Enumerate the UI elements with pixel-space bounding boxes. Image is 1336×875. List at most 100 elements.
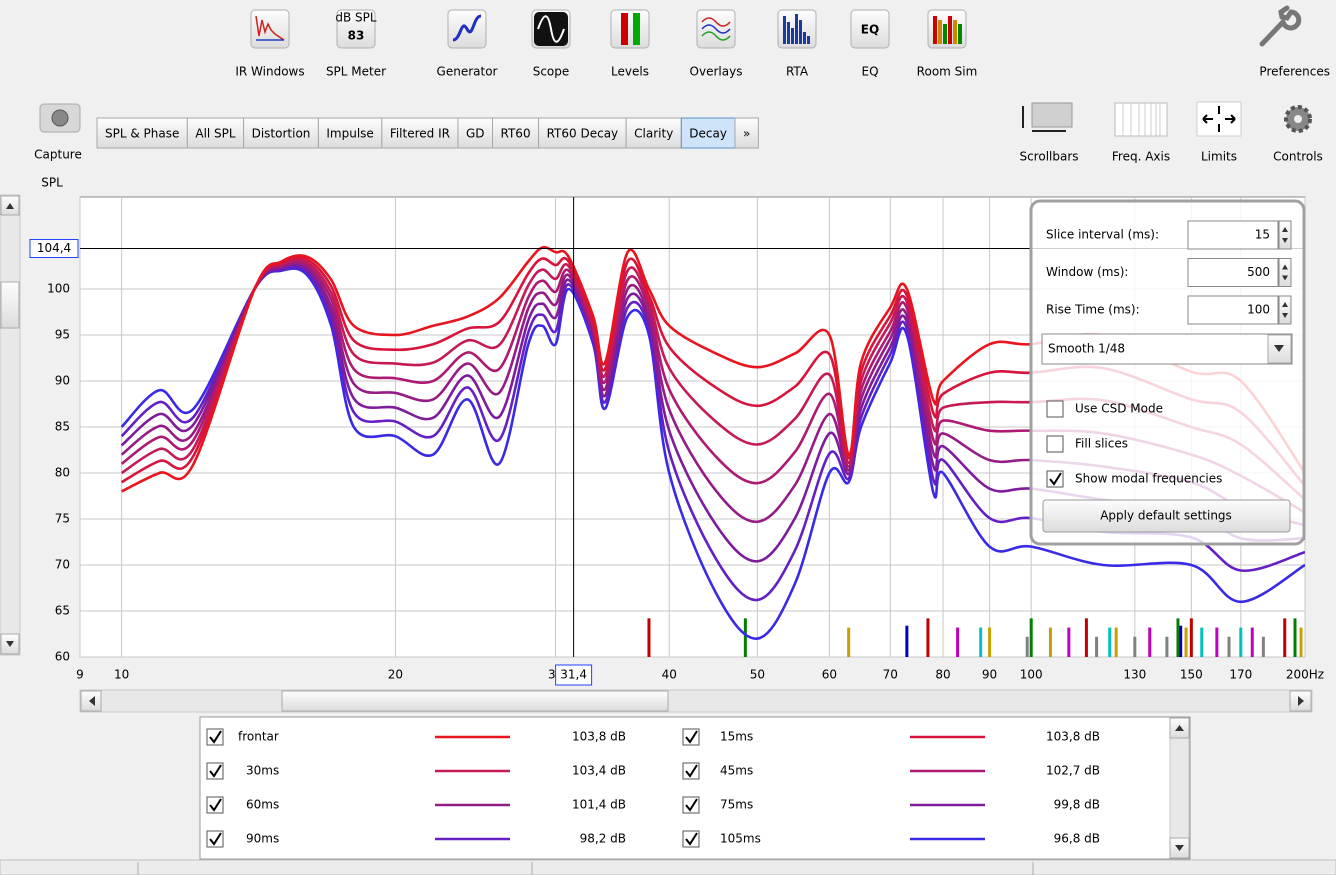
- tab-frame: [381, 117, 459, 149]
- checkmark: [209, 730, 222, 744]
- tab-selected: [680, 117, 736, 149]
- legend-entry: 15ms 103,8 dB: [682, 728, 1100, 746]
- decay-curve: [120, 261, 1305, 527]
- y-tick-label: 65: [55, 604, 70, 618]
- toolbar-label: EQ: [861, 65, 878, 79]
- toolbar: IR Windows dB SPL 83 SPL Meter Generator Scop…: [235, 9, 978, 79]
- checkbox[interactable]: [1046, 400, 1064, 418]
- tab[interactable]: RT60 Decay: [538, 117, 627, 149]
- preferences-label: Preferences: [1259, 65, 1330, 79]
- tab[interactable]: Clarity: [625, 117, 682, 149]
- checkmark: [1049, 472, 1062, 486]
- arrow-left: [89, 696, 95, 706]
- view-button-label: Freq. Axis: [1112, 150, 1170, 164]
- tab[interactable]: SPL & Phase: [96, 117, 188, 149]
- checkbox[interactable]: [1046, 435, 1064, 453]
- roomsim-bar: [938, 20, 942, 44]
- field-value: 100: [1247, 303, 1270, 317]
- tab[interactable]: Distortion: [243, 117, 319, 149]
- number-input[interactable]: [1187, 295, 1279, 325]
- view-button[interactable]: Scrollbars: [1019, 102, 1079, 164]
- rta-bar: [803, 32, 806, 44]
- level-bar: [633, 13, 640, 45]
- tab[interactable]: Impulse: [317, 117, 383, 149]
- view-button[interactable]: Limits: [1196, 101, 1242, 164]
- rta-bar: [791, 28, 794, 44]
- tab[interactable]: Filtered IR: [381, 117, 459, 149]
- toolbar-button[interactable]: RTA: [777, 9, 817, 79]
- tab-label: SPL & Phase: [105, 127, 179, 141]
- toolbar-button[interactable]: Generator: [437, 9, 498, 79]
- view-button[interactable]: Controls: [1273, 105, 1323, 164]
- modal-frequency: [1215, 627, 1219, 657]
- limits-arrows: [1202, 106, 1236, 132]
- x-tick-label: 80: [935, 668, 950, 682]
- y-tick-label: 80: [55, 466, 70, 480]
- tab[interactable]: All SPL: [186, 117, 245, 149]
- view-button-label: Limits: [1201, 150, 1237, 164]
- tool-icon-glyph: [701, 31, 731, 41]
- spinner[interactable]: [1278, 220, 1292, 250]
- modal-frequency: [1133, 636, 1137, 657]
- tab-label: Impulse: [326, 127, 373, 141]
- toolbar-label: Scope: [533, 65, 570, 79]
- legend: frontar 103,8 dB 15ms 103,8 dB 30ms 103,4 dB 4…: [206, 728, 1100, 848]
- horizontal-scrollbar[interactable]: [79, 689, 1313, 713]
- modal-frequency: [1148, 627, 1152, 657]
- tab[interactable]: Decay: [680, 117, 736, 149]
- spinner[interactable]: [1278, 258, 1292, 287]
- tab-label: »: [743, 127, 750, 141]
- tool-icon-frame: [610, 9, 650, 49]
- smoothing-dropdown[interactable]: [1041, 333, 1293, 365]
- tab-label: Distortion: [252, 127, 311, 141]
- field-label: Rise Time (ms):: [1046, 303, 1140, 317]
- modal-frequency: [1114, 627, 1118, 657]
- controls-panel: Slice interval (ms): 15 Window (ms): 500 Ris…: [1029, 199, 1306, 546]
- toolbar-button[interactable]: EQ EQ: [850, 9, 890, 79]
- number-input[interactable]: [1187, 220, 1279, 250]
- cursor-layer: 104,4 31,4: [29, 197, 1305, 686]
- roomsim-bar: [933, 16, 937, 44]
- number-input[interactable]: [1187, 258, 1279, 287]
- view-button[interactable]: Freq. Axis: [1112, 102, 1170, 164]
- vertical-scrollbar[interactable]: [0, 194, 21, 656]
- scroll-thumb[interactable]: [0, 281, 20, 329]
- tab[interactable]: GD: [457, 117, 494, 149]
- tab[interactable]: RT60: [492, 117, 540, 149]
- x-tick-label: 60: [822, 668, 837, 682]
- tab-label: RT60: [501, 127, 531, 141]
- toolbar-button[interactable]: Levels: [610, 9, 650, 79]
- field-label: Window (ms):: [1046, 265, 1128, 279]
- scroll-thumb[interactable]: [281, 690, 669, 712]
- modal-frequency: [979, 627, 983, 657]
- cursor-x-label: 31,4: [560, 668, 587, 682]
- modal-frequency: [743, 618, 747, 657]
- modal-frequency: [1067, 627, 1071, 657]
- toolbar-button[interactable]: IR Windows: [235, 9, 305, 79]
- spinner[interactable]: [1278, 295, 1292, 325]
- capture-button[interactable]: Capture: [34, 103, 82, 162]
- tab[interactable]: »: [734, 117, 759, 149]
- toolbar-label: IR Windows: [235, 65, 304, 79]
- legend-scrollbar[interactable]: [1169, 717, 1190, 859]
- arrow-up: [1175, 725, 1184, 731]
- arrow-down: [1175, 845, 1184, 851]
- capture-label: Capture: [34, 148, 82, 162]
- preferences-button[interactable]: Preferences: [1259, 5, 1330, 79]
- toolbar-button[interactable]: Room Sim: [917, 9, 978, 79]
- modal-frequency: [1048, 627, 1052, 657]
- level-bar: [621, 13, 628, 45]
- toolbar-button[interactable]: dB SPL 83 SPL Meter: [326, 9, 386, 79]
- checkbox-label: Fill slices: [1075, 437, 1128, 451]
- y-axis-label: SPL: [41, 176, 63, 190]
- toolbar-button[interactable]: Scope: [531, 9, 571, 79]
- tab-label: GD: [466, 127, 485, 141]
- cursor-x-box: [555, 664, 593, 686]
- toolbar-button[interactable]: Overlays: [690, 9, 743, 79]
- x-tick-label: 150: [1180, 668, 1203, 682]
- view-buttons: Scrollbars Freq. Axis Limits Controls: [1019, 101, 1323, 164]
- modal-frequency: [1184, 627, 1188, 657]
- legend-name: 75ms: [720, 798, 753, 812]
- apply-button[interactable]: [1042, 499, 1291, 533]
- modal-frequency: [1250, 627, 1254, 657]
